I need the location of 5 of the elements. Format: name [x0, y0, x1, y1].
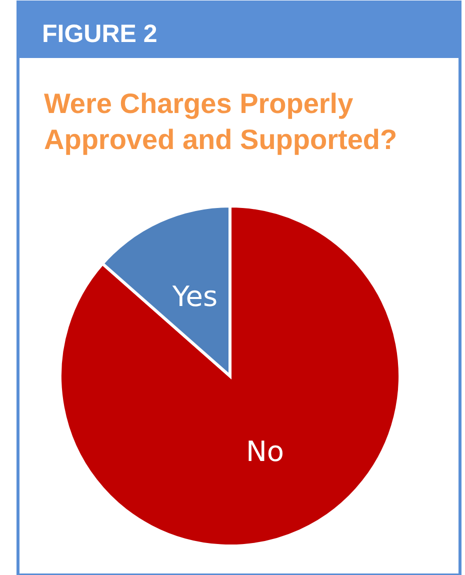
pie-slice	[58, 204, 402, 548]
slice-label: No	[246, 435, 284, 468]
chart-title: Were Charges Properly Approved and Supported?	[44, 88, 398, 155]
slice-label: Yes	[171, 280, 218, 314]
caption: FIGURE 2	[42, 20, 158, 48]
